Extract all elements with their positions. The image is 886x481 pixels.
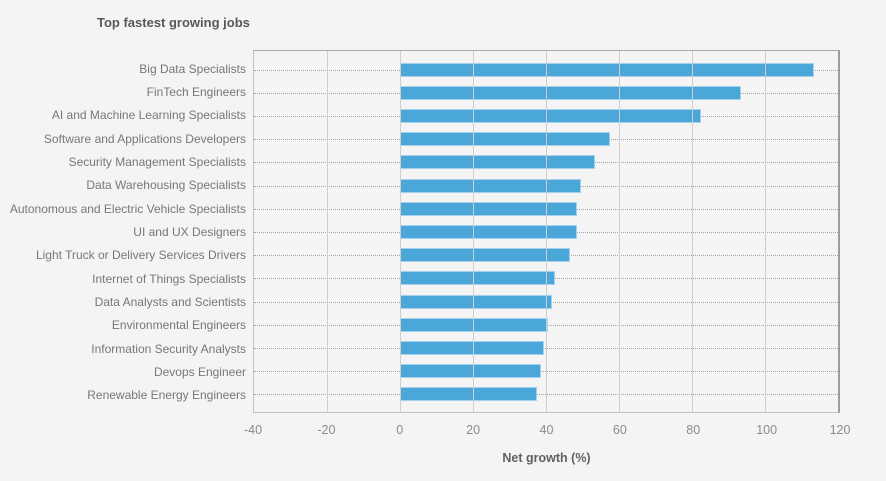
vertical-gridline xyxy=(546,51,547,412)
bar-devops-engineer xyxy=(400,364,541,379)
bar-light-truck-or-delivery-services-drivers xyxy=(400,248,570,263)
category-label: Autonomous and Electric Vehicle Speciali… xyxy=(9,201,246,216)
vertical-gridline xyxy=(473,51,474,412)
plot-area xyxy=(253,50,840,413)
x-tick-label: 60 xyxy=(612,423,627,437)
x-tick-label: -20 xyxy=(317,423,336,437)
bar-environmental-engineers xyxy=(400,317,548,332)
category-axis-labels: Big Data Specialists FinTech Engineers AI … xyxy=(0,50,246,413)
x-tick-label: 100 xyxy=(756,423,778,437)
vertical-gridline xyxy=(619,51,620,412)
x-tick-label: 0 xyxy=(396,423,404,437)
category-label: Renewable Energy Engineers xyxy=(87,388,246,403)
bar-data-analysts-and-scientists xyxy=(400,294,552,309)
vertical-gridline xyxy=(765,51,766,412)
bar-security-management-specialists xyxy=(400,155,596,170)
vertical-gridline xyxy=(400,51,401,412)
category-label: UI and UX Designers xyxy=(133,224,246,239)
category-label: Security Management Specialists xyxy=(68,154,246,169)
bar-software-and-applications-developers xyxy=(400,132,611,147)
category-label: Internet of Things Specialists xyxy=(92,271,246,286)
chart-title: Top fastest growing jobs xyxy=(97,15,250,30)
bar-renewable-energy-engineers xyxy=(400,387,538,402)
bar-big-data-specialists xyxy=(400,62,815,77)
x-tick-label: 80 xyxy=(686,423,701,437)
x-tick-label: 40 xyxy=(539,423,554,437)
vertical-gridline xyxy=(692,51,693,412)
x-axis-title: Net growth (%) xyxy=(502,451,591,465)
category-label: AI and Machine Learning Specialists xyxy=(51,108,246,123)
bar-data-warehousing-specialists xyxy=(400,178,581,193)
x-tick-label: 20 xyxy=(466,423,481,437)
bar-autonomous-and-electric-vehicle-specialists xyxy=(400,201,578,216)
category-label: Light Truck or Delivery Services Drivers xyxy=(35,248,246,263)
category-label: Environmental Engineers xyxy=(111,318,246,333)
bar-fintech-engineers xyxy=(400,85,742,100)
bar-ai-and-machine-learning-specialists xyxy=(400,109,702,123)
bar-ui-and-ux-designers xyxy=(400,225,578,240)
vertical-gridline xyxy=(327,51,328,412)
category-label: Data Warehousing Specialists xyxy=(86,178,246,193)
category-label: Big Data Specialists xyxy=(139,61,246,76)
category-label: FinTech Engineers xyxy=(146,84,246,99)
category-label: Software and Applications Developers xyxy=(43,131,246,146)
bar-internet-of-things-specialists xyxy=(400,271,556,286)
category-label: Information Security Analysts xyxy=(91,341,246,356)
category-label: Data Analysts and Scientists xyxy=(94,294,246,309)
x-tick-label: 120 xyxy=(829,423,851,437)
category-label: Devops Engineer xyxy=(153,364,246,379)
x-tick-label: -40 xyxy=(243,423,263,437)
x-axis-ticks: -40 -20 0 20 40 60 80 100 120 xyxy=(244,421,850,439)
